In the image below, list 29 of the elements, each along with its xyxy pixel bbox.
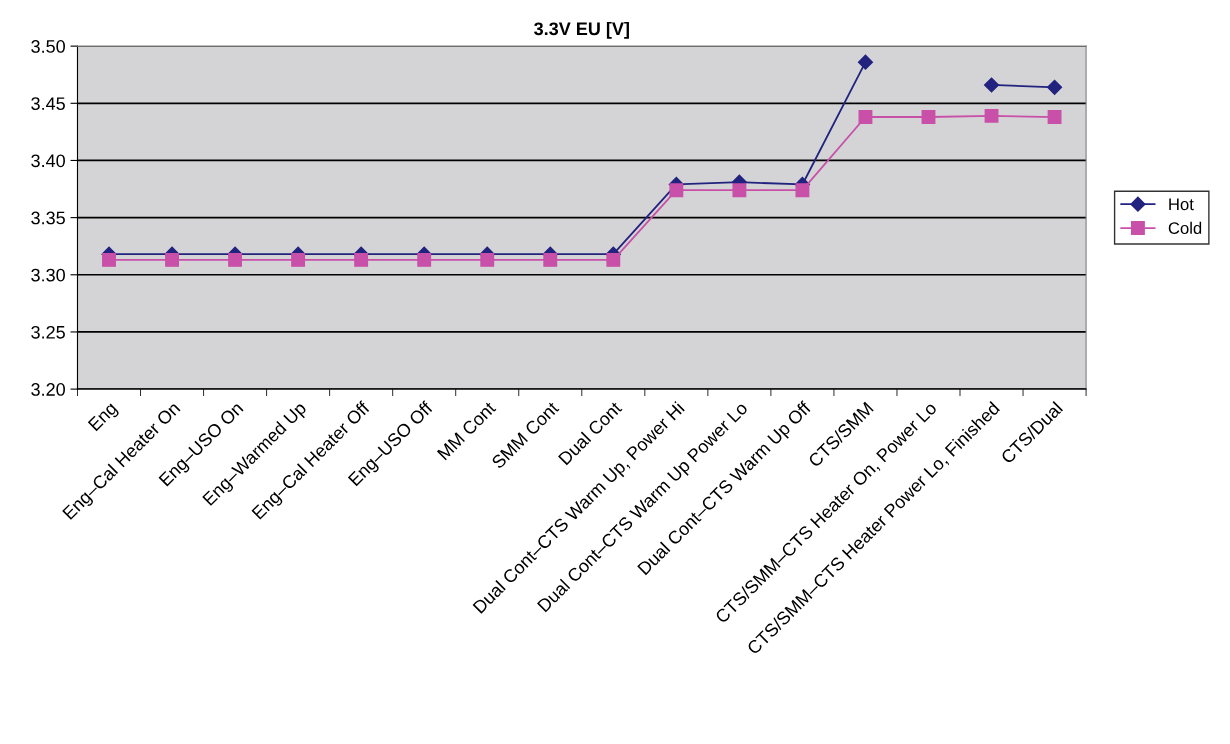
y-tick-label: 3.40 — [31, 154, 65, 168]
y-tick-label: 3.30 — [31, 268, 65, 282]
point — [669, 183, 684, 198]
point — [795, 183, 810, 198]
point — [606, 252, 621, 267]
y-tick-label: 3.20 — [31, 383, 65, 396]
point — [291, 252, 306, 267]
point — [983, 77, 1000, 93]
chart-title: 3.3V EU [V] — [534, 21, 629, 39]
y-tick-label: 3.25 — [31, 325, 65, 339]
point — [102, 252, 116, 267]
legend-label: Hot — [1169, 198, 1194, 211]
point — [354, 252, 369, 267]
point — [165, 252, 179, 267]
y-tick-label: 3.45 — [31, 97, 65, 111]
point — [480, 252, 495, 267]
point — [921, 110, 936, 124]
point — [984, 108, 999, 123]
point — [543, 252, 558, 267]
point — [857, 54, 874, 70]
point — [858, 110, 873, 124]
y-tick-label: 3.35 — [31, 211, 65, 225]
point — [1047, 110, 1062, 124]
point — [417, 252, 432, 267]
legend-label: Cold — [1168, 221, 1202, 235]
point — [732, 183, 747, 198]
y-tick-label: 3.50 — [31, 40, 65, 53]
point — [228, 252, 243, 267]
point — [1047, 79, 1063, 95]
